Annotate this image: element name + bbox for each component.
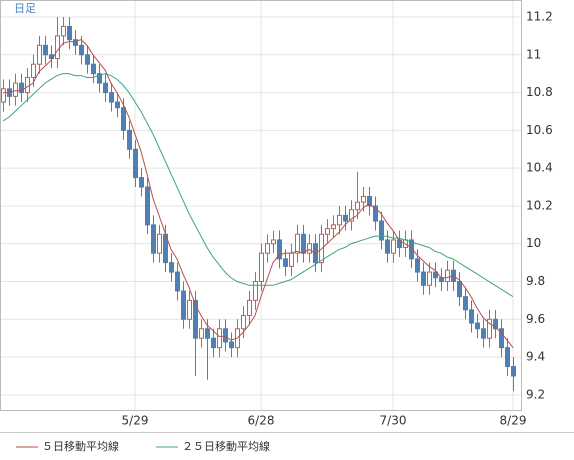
candle-body xyxy=(199,328,204,339)
candle-body xyxy=(223,328,228,343)
y-tick-label: 9.8 xyxy=(526,274,545,288)
candle-body xyxy=(499,328,504,349)
candle-body xyxy=(151,224,156,254)
candle-body xyxy=(169,262,174,273)
candle-body xyxy=(31,63,36,78)
candle-body xyxy=(283,258,288,267)
candle-body xyxy=(193,299,198,339)
candle-body xyxy=(205,328,210,339)
candle-body xyxy=(277,239,282,260)
candle-body xyxy=(487,318,492,339)
candle-body xyxy=(253,281,258,301)
y-tick-label: 11 xyxy=(526,47,541,61)
moving-average-line xyxy=(3,39,514,348)
candle-body xyxy=(55,35,60,60)
candle-body xyxy=(25,76,30,94)
candle-body xyxy=(229,341,234,349)
candle-body xyxy=(355,201,360,211)
candle-body xyxy=(391,239,396,254)
candle-body xyxy=(259,252,264,283)
candle-body xyxy=(73,39,78,46)
candle-body xyxy=(91,63,96,75)
moving-average-line xyxy=(2,73,514,298)
legend-label: ２５日移動平均線 xyxy=(182,439,270,453)
candle-body xyxy=(439,277,444,283)
candle-body xyxy=(115,101,120,109)
candle-body xyxy=(265,243,270,254)
candle-body xyxy=(271,239,276,245)
candle-body xyxy=(289,252,294,267)
candle-body xyxy=(139,177,144,188)
candle-body xyxy=(109,92,114,103)
candle-body xyxy=(367,195,372,207)
y-tick-label: 10 xyxy=(526,236,541,250)
candle-body xyxy=(301,233,306,254)
candle-body xyxy=(511,366,516,377)
candle-body xyxy=(421,271,426,286)
candle-body xyxy=(145,186,150,226)
y-tick-label: 10.6 xyxy=(526,123,553,137)
candle-body xyxy=(325,228,330,235)
candle-body xyxy=(175,271,180,292)
candle-body xyxy=(247,299,252,317)
x-tick-label: 8/29 xyxy=(500,414,527,428)
candle-body xyxy=(433,271,438,279)
candle-body xyxy=(481,328,486,339)
candle-body xyxy=(133,148,138,179)
candle-body xyxy=(97,73,102,84)
chart-label: 日足 xyxy=(14,2,36,15)
y-tick-label: 10.4 xyxy=(526,161,553,175)
candle-body xyxy=(295,233,300,254)
candle-body xyxy=(157,233,162,254)
candle-body xyxy=(385,239,390,254)
y-tick-label: 10.2 xyxy=(526,198,553,212)
candle-body xyxy=(493,318,498,330)
candle-body xyxy=(349,209,354,222)
candle-body xyxy=(475,322,480,330)
candle-body xyxy=(361,195,366,203)
candle-body xyxy=(415,258,420,273)
candle-body xyxy=(217,328,222,349)
candle-body xyxy=(85,54,90,65)
candle-body xyxy=(127,129,132,150)
y-tick-label: 11.2 xyxy=(526,10,553,24)
y-tick-label: 9.4 xyxy=(526,350,545,364)
candle-body xyxy=(445,269,450,283)
x-tick-label: 7/30 xyxy=(380,414,407,428)
candle-body xyxy=(373,205,378,222)
x-tick-label: 5/29 xyxy=(122,414,149,428)
candle-body xyxy=(463,296,468,311)
legend-label: ５日移動平均線 xyxy=(42,439,119,453)
candle-body xyxy=(121,107,126,131)
candle-body xyxy=(409,239,414,260)
candle-body xyxy=(181,290,186,320)
candle-body xyxy=(37,44,42,65)
candle-body xyxy=(187,299,192,320)
candle-body xyxy=(331,224,336,230)
candle-body xyxy=(457,281,462,298)
candle-body xyxy=(13,82,18,97)
candle-body xyxy=(427,271,432,286)
y-tick-label: 9.6 xyxy=(526,312,545,326)
candle-body xyxy=(337,214,342,226)
candle-body xyxy=(241,315,246,330)
candle-body xyxy=(19,82,24,94)
candle-body xyxy=(61,25,66,37)
candle-body xyxy=(103,82,108,94)
candle-body xyxy=(211,337,216,349)
y-tick-label: 9.2 xyxy=(526,387,545,401)
candle-body xyxy=(1,88,6,103)
candle-body xyxy=(505,347,510,368)
candle-body xyxy=(67,25,72,41)
candle-body xyxy=(43,44,48,56)
candle-body xyxy=(343,214,348,222)
candle-body xyxy=(379,220,384,241)
candle-body xyxy=(307,243,312,254)
y-tick-label: 10.8 xyxy=(526,85,553,99)
candle-body xyxy=(79,44,84,56)
candle-body xyxy=(469,309,474,324)
x-tick-label: 6/28 xyxy=(248,414,275,428)
